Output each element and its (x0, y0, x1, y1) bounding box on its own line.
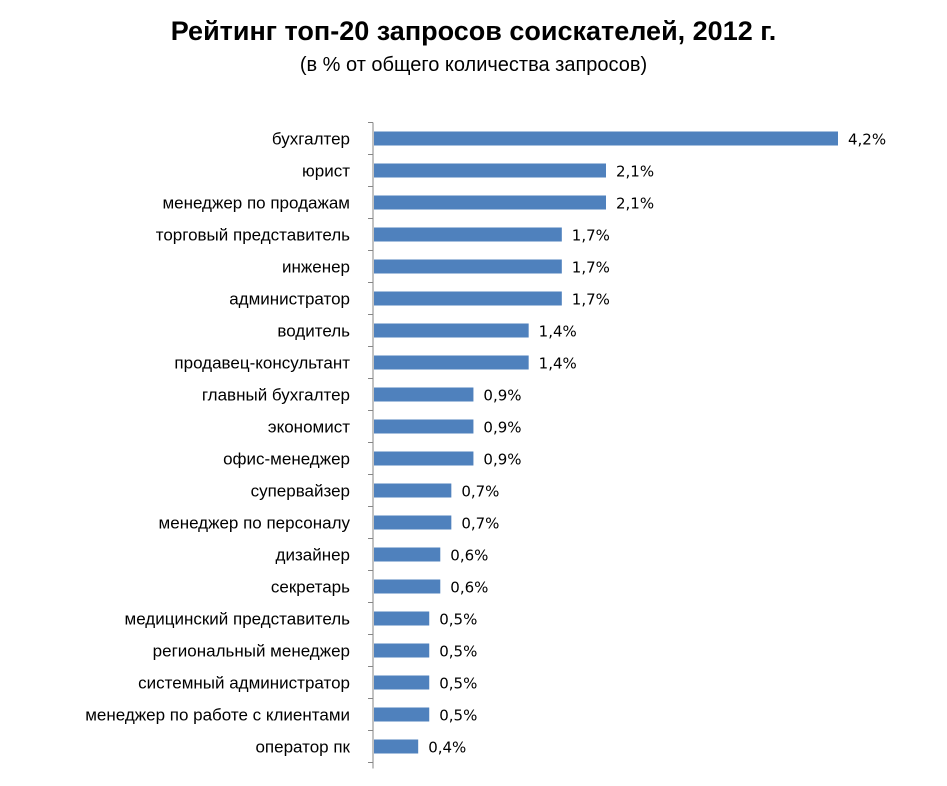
category-label: менеджер по работе с клиентами (85, 706, 350, 725)
data-label: 0,9% (483, 451, 521, 469)
category-label: администратор (229, 290, 350, 309)
category-label: экономист (268, 418, 350, 437)
category-label: инженер (282, 258, 350, 277)
bar (374, 483, 452, 498)
data-label: 0,5% (439, 675, 477, 693)
bar (374, 355, 529, 370)
bar (374, 259, 562, 274)
data-label: 2,1% (616, 195, 654, 213)
category-label: главный бухгалтер (202, 386, 350, 405)
bar (374, 547, 441, 562)
bar (374, 451, 474, 466)
data-label: 1,7% (572, 259, 610, 277)
bar (374, 675, 430, 690)
bar (374, 291, 562, 306)
category-label: медицинский представитель (125, 610, 351, 629)
bar (374, 195, 606, 210)
category-label: региональный менеджер (153, 642, 350, 661)
category-label: менеджер по продажам (162, 194, 350, 213)
data-label: 0,5% (439, 707, 477, 725)
category-label: супервайзер (251, 482, 350, 501)
data-label: 1,7% (572, 291, 610, 309)
bar (374, 323, 529, 338)
bar (374, 387, 474, 402)
bar (374, 227, 562, 242)
data-label: 1,4% (539, 355, 577, 373)
data-label: 0,7% (461, 483, 499, 501)
category-label: юрист (302, 162, 350, 181)
bar (374, 515, 452, 530)
data-label: 0,6% (450, 579, 488, 597)
category-label: системный администратор (138, 674, 350, 693)
bar (374, 131, 838, 146)
category-label: офис-менеджер (223, 450, 350, 469)
data-label: 1,7% (572, 227, 610, 245)
category-label: водитель (277, 322, 350, 341)
bar (374, 643, 430, 658)
category-label: дизайнер (276, 546, 350, 565)
bar (374, 739, 419, 754)
bar (374, 707, 430, 722)
chart-title: Рейтинг топ-20 запросов соискателей, 201… (170, 16, 777, 46)
data-label: 0,9% (483, 419, 521, 437)
category-label: торговый представитель (156, 226, 350, 245)
chart-subtitle: (в % от общего количества запросов) (299, 54, 648, 76)
data-label: 4,2% (848, 131, 886, 149)
data-label: 0,5% (439, 643, 477, 661)
bar (374, 419, 474, 434)
category-label: продавец-консультант (174, 354, 350, 373)
data-label: 1,4% (539, 323, 577, 341)
data-label: 0,6% (450, 547, 488, 565)
bar (374, 579, 441, 594)
category-label: секретарь (271, 578, 350, 597)
data-label: 0,9% (483, 387, 521, 405)
data-label: 0,5% (439, 611, 477, 629)
data-label: 0,4% (428, 739, 466, 757)
data-label: 0,7% (461, 515, 499, 533)
data-label: 2,1% (616, 163, 654, 181)
category-label: бухгалтер (272, 130, 350, 149)
category-label: оператор пк (255, 738, 350, 757)
bar (374, 163, 606, 178)
bar (374, 611, 430, 626)
category-label: менеджер по персоналу (159, 514, 351, 533)
